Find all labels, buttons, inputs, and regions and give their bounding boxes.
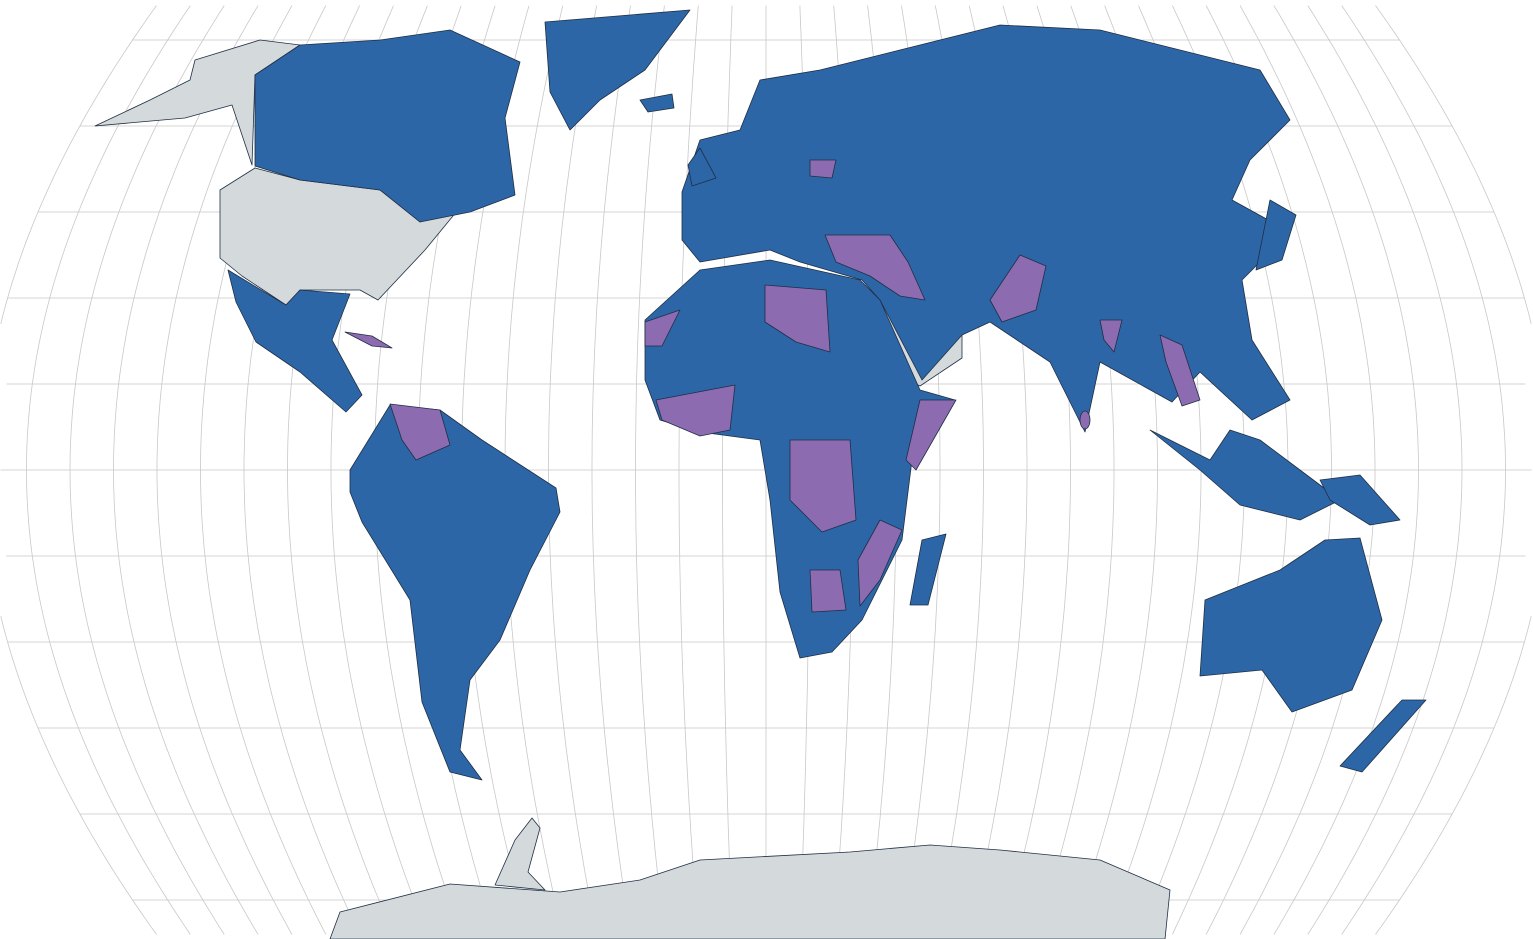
region-turkey-syria-iraq[interactable] xyxy=(824,234,926,301)
region-mauritania[interactable] xyxy=(644,309,681,347)
countries xyxy=(94,9,1427,939)
region-antarctic-peninsula[interactable] xyxy=(494,817,546,891)
region-antarctica[interactable] xyxy=(329,844,1171,939)
region-botswana[interactable] xyxy=(809,569,847,613)
region-belarus[interactable] xyxy=(809,159,837,179)
meridian-line xyxy=(1375,5,1532,935)
region-greenland[interactable] xyxy=(544,9,691,131)
region-indonesia[interactable] xyxy=(1149,429,1341,521)
region-south-america[interactable] xyxy=(349,404,561,781)
region-mozambique[interactable] xyxy=(857,519,903,607)
region-congo[interactable] xyxy=(789,439,857,533)
region-canada[interactable] xyxy=(254,29,521,223)
region-venezuela[interactable] xyxy=(389,403,451,461)
region-west-africa[interactable] xyxy=(655,384,736,437)
region-australia[interactable] xyxy=(1199,537,1383,713)
region-iceland[interactable] xyxy=(639,93,675,113)
region-new-zealand[interactable] xyxy=(1339,699,1427,773)
region-myanmar[interactable] xyxy=(1099,319,1123,353)
region-alaska[interactable] xyxy=(94,39,301,166)
meridian-line xyxy=(0,5,157,935)
region-japan[interactable] xyxy=(1255,199,1297,271)
region-laos-cambodia[interactable] xyxy=(1159,334,1201,407)
region-eurasia[interactable] xyxy=(681,24,1291,433)
region-libya[interactable] xyxy=(764,284,831,353)
region-mexico-central-america[interactable] xyxy=(227,269,363,413)
region-madagascar[interactable] xyxy=(909,533,947,606)
region-new-guinea[interactable] xyxy=(1319,474,1401,526)
region-pakistan[interactable] xyxy=(989,254,1047,323)
region-cuba[interactable] xyxy=(344,331,393,349)
region-sri-lanka[interactable] xyxy=(1079,410,1091,430)
region-uk[interactable] xyxy=(687,147,717,187)
region-horn-of-africa[interactable] xyxy=(905,399,957,471)
